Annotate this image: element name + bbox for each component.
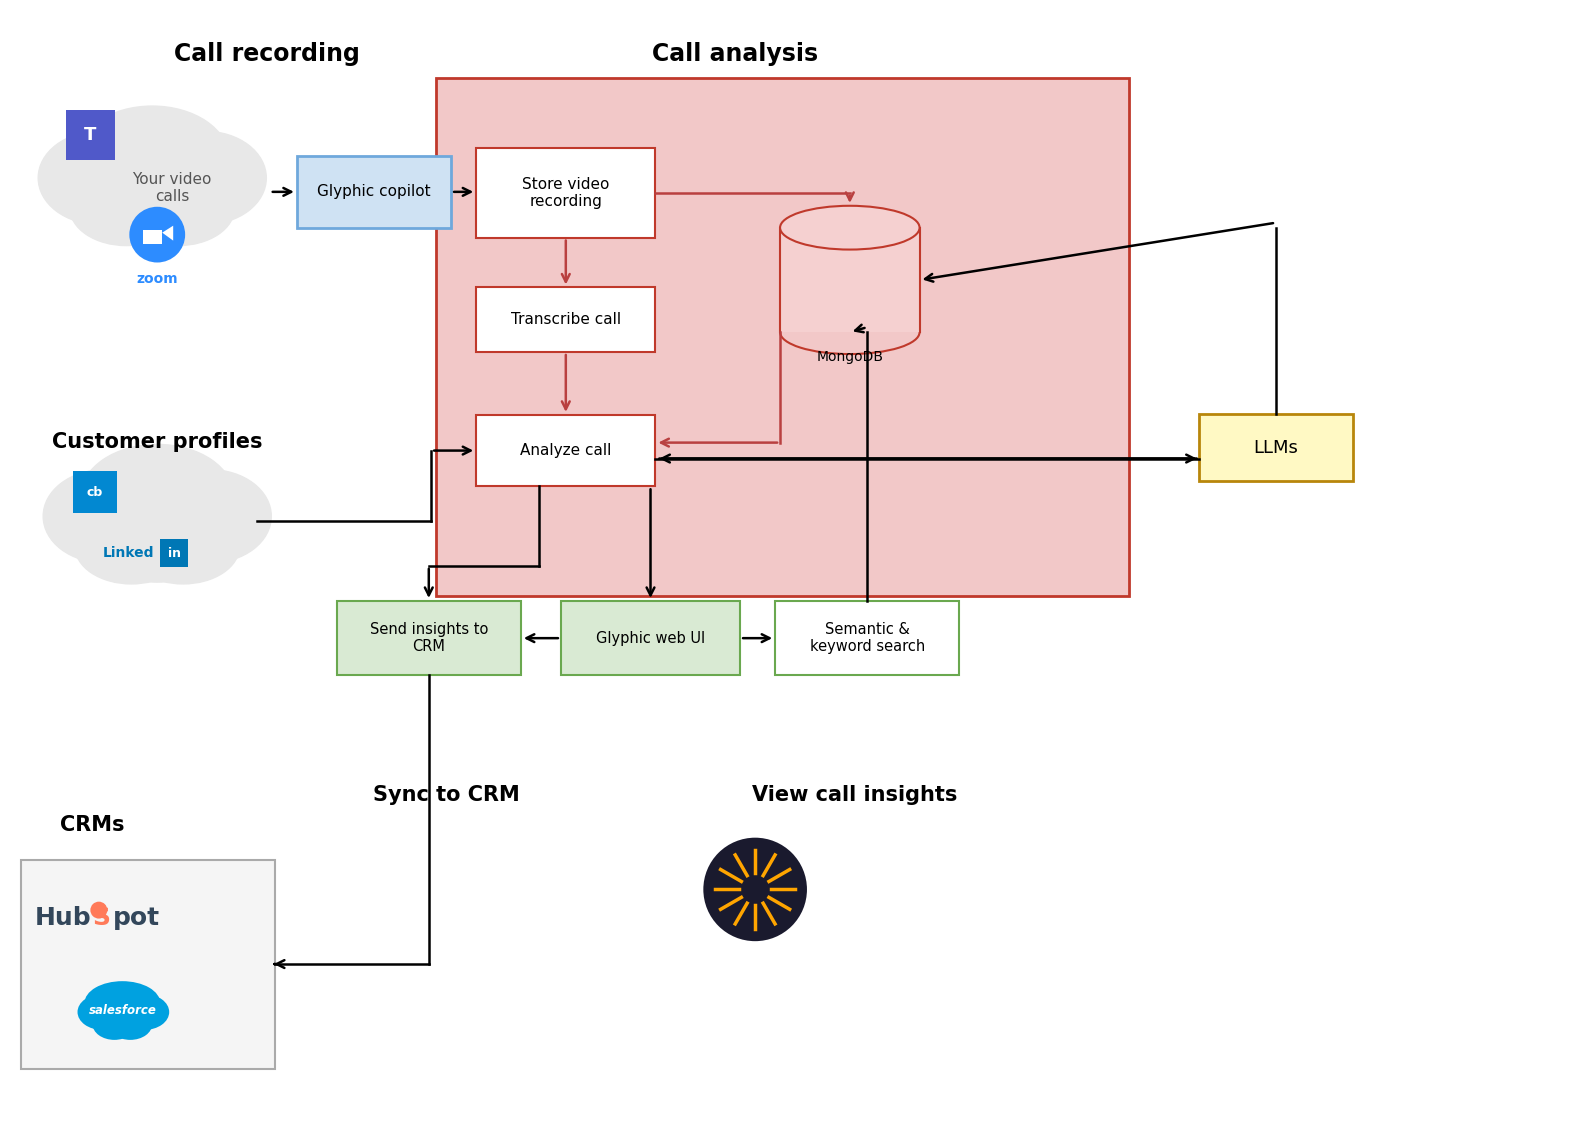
FancyBboxPatch shape [296,156,451,227]
Text: salesforce: salesforce [88,1003,156,1017]
Text: pot: pot [113,907,159,930]
Text: Glyphic web UI: Glyphic web UI [596,630,705,645]
Ellipse shape [779,206,920,250]
Bar [65,110,115,160]
Ellipse shape [110,518,204,582]
Text: Send insights to
CRM: Send insights to CRM [370,621,488,654]
Circle shape [703,837,807,941]
FancyBboxPatch shape [775,601,960,676]
Text: Glyphic copilot: Glyphic copilot [317,184,430,199]
Text: Analyze call: Analyze call [520,443,612,458]
FancyBboxPatch shape [21,860,274,1069]
Bar [143,229,163,243]
Ellipse shape [78,994,128,1030]
FancyBboxPatch shape [1199,414,1353,482]
FancyBboxPatch shape [477,287,655,352]
Circle shape [91,902,107,919]
Text: Hub: Hub [35,907,92,930]
Text: Call analysis: Call analysis [652,42,818,66]
Ellipse shape [143,132,266,225]
Circle shape [129,207,185,262]
Text: zoom: zoom [137,273,179,286]
Ellipse shape [75,509,188,584]
FancyBboxPatch shape [561,601,740,676]
Ellipse shape [43,469,166,562]
Bar [73,471,118,513]
Text: S: S [92,907,110,930]
Text: in: in [167,546,180,560]
Text: T: T [84,126,97,144]
FancyBboxPatch shape [336,601,521,676]
Text: cb: cb [86,486,104,499]
Ellipse shape [81,444,234,549]
Text: LLMs: LLMs [1253,438,1298,457]
Text: Your video
calls: Your video calls [132,172,212,204]
Text: View call insights: View call insights [752,785,958,805]
FancyBboxPatch shape [477,148,655,237]
Ellipse shape [77,106,228,210]
Ellipse shape [120,994,169,1030]
Text: MongoDB: MongoDB [816,350,883,364]
FancyBboxPatch shape [437,78,1129,596]
Ellipse shape [92,1008,137,1039]
FancyBboxPatch shape [477,415,655,486]
Ellipse shape [84,982,161,1025]
Text: Linked: Linked [102,546,155,560]
Text: Call recording: Call recording [174,42,360,66]
Ellipse shape [105,179,199,244]
Ellipse shape [121,170,234,245]
Polygon shape [163,226,174,241]
Text: CRMs: CRMs [61,815,124,835]
Text: Sync to CRM: Sync to CRM [373,785,520,805]
Ellipse shape [108,1008,153,1039]
Text: Store video
recording: Store video recording [523,176,609,209]
Polygon shape [779,227,920,332]
Text: Transcribe call: Transcribe call [510,312,622,327]
Ellipse shape [126,509,239,584]
Text: Semantic &
keyword search: Semantic & keyword search [810,621,925,654]
Ellipse shape [148,469,271,562]
Ellipse shape [38,132,161,225]
Bar [161,540,188,567]
Ellipse shape [70,170,183,245]
Text: Customer profiles: Customer profiles [53,432,263,452]
